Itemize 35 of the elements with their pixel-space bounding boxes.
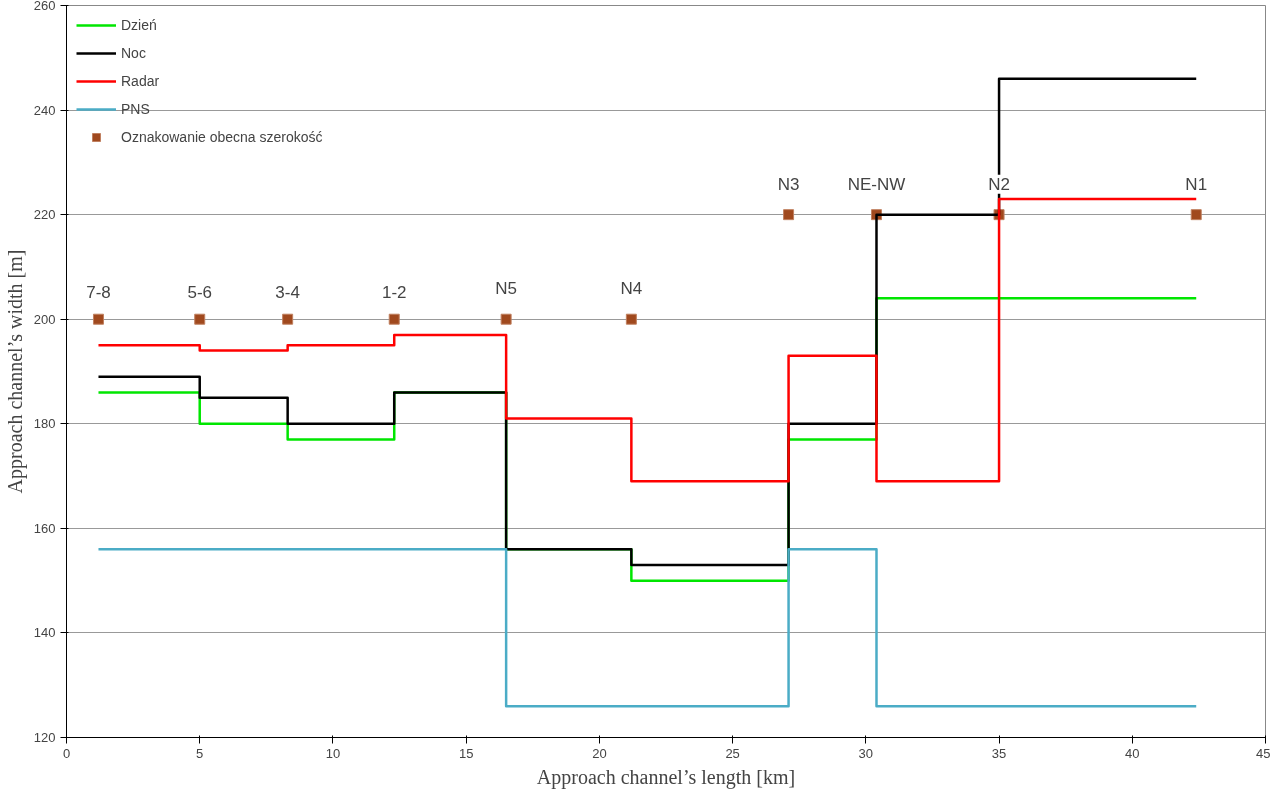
- y-tick-label: 200: [33, 311, 56, 327]
- x-tick-label: 30: [858, 745, 874, 761]
- data-label: 5-6: [187, 283, 213, 303]
- data-label: N2: [988, 174, 1010, 194]
- y-tick-label: 220: [33, 207, 56, 223]
- y-tick-label: 140: [33, 625, 56, 641]
- x-axis-title: Approach channel’s length [km]: [536, 765, 796, 789]
- legend-label: PNS: [121, 101, 150, 117]
- x-tick-label: 0: [62, 745, 71, 761]
- legend-label: Radar: [121, 73, 160, 89]
- data-label: 7-8: [86, 283, 111, 303]
- y-tick-label: 240: [33, 102, 56, 118]
- data-label: N5: [495, 279, 517, 299]
- y-tick-label: 180: [33, 416, 56, 432]
- legend-label: Oznakowanie obecna szerokość: [121, 129, 323, 145]
- x-tick-label: 25: [725, 745, 740, 761]
- data-label: 1-2: [381, 283, 407, 303]
- y-tick-label: 120: [33, 730, 56, 745]
- legend-label: Noc: [121, 45, 146, 61]
- data-label: N3: [777, 174, 800, 194]
- data-label: N4: [620, 279, 643, 299]
- data-label: NE-NW: [847, 174, 906, 194]
- legend-label: Dzień: [121, 17, 157, 33]
- y-tick-label: 160: [33, 520, 56, 536]
- x-tick-label: 35: [991, 745, 1007, 761]
- y-axis-title: Approach channel’s width [m]: [3, 249, 27, 494]
- x-tick-label: 5: [196, 745, 204, 761]
- x-tick-label: 40: [1125, 745, 1140, 761]
- data-label: N1: [1185, 174, 1208, 194]
- y-tick-label: 260: [33, 0, 56, 13]
- data-label: 3-4: [275, 283, 300, 303]
- x-tick-label: 20: [592, 745, 607, 761]
- x-tick-label: 45: [1256, 745, 1271, 761]
- x-tick-label: 15: [458, 745, 474, 761]
- x-tick-label: 10: [325, 745, 341, 761]
